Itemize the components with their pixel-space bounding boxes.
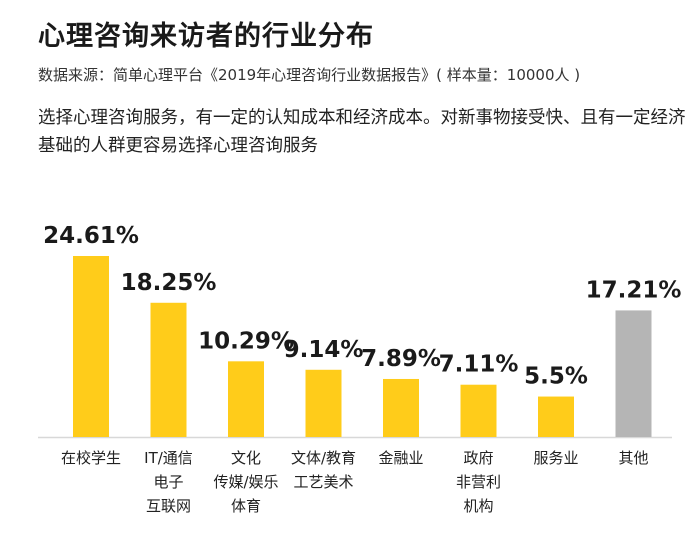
data-label: 5.5% (524, 364, 588, 390)
bar (460, 384, 497, 437)
bar (228, 361, 264, 437)
category-label: 体育 (231, 497, 261, 515)
data-source: 数据来源：简单心理平台《2019年心理咨询行业数据报告》( 样本量：10000人… (38, 66, 581, 84)
category-label: 其他 (618, 449, 648, 467)
category-label: 电子 (153, 473, 183, 491)
bar (538, 396, 574, 437)
category-label: 金融业 (378, 449, 423, 467)
category-label: 互联网 (146, 497, 191, 515)
data-label: 9.14% (284, 337, 364, 363)
category-label: 在校学生 (61, 449, 121, 467)
data-label: 18.25% (121, 270, 217, 296)
bar (150, 302, 187, 437)
data-label: 7.89% (361, 346, 441, 372)
category-label: 工艺美术 (293, 473, 353, 491)
category-label: 机构 (463, 497, 493, 515)
category-label: IT/通信 (144, 449, 193, 467)
bar (73, 256, 109, 437)
category-label: 政府 (463, 449, 493, 467)
data-label: 24.61% (43, 223, 139, 249)
chart-description: 选择心理咨询服务，有一定的认知成本和经济成本。对新事物接受快、且有一定经济基础的… (38, 108, 686, 156)
chart-title: 心理咨询来访者的行业分布 (38, 21, 374, 52)
category-label: 非营利 (456, 473, 501, 491)
category-label: 服务业 (533, 449, 578, 467)
category-label: 传媒/娱乐 (213, 473, 278, 491)
data-label: 7.11% (439, 352, 519, 378)
bar (615, 310, 652, 437)
data-label: 17.21% (586, 277, 682, 303)
bar (305, 369, 342, 437)
data-label: 10.29% (198, 328, 294, 354)
category-label: 文体/教育 (291, 449, 356, 467)
bar (383, 378, 419, 437)
category-label: 文化 (231, 449, 261, 467)
